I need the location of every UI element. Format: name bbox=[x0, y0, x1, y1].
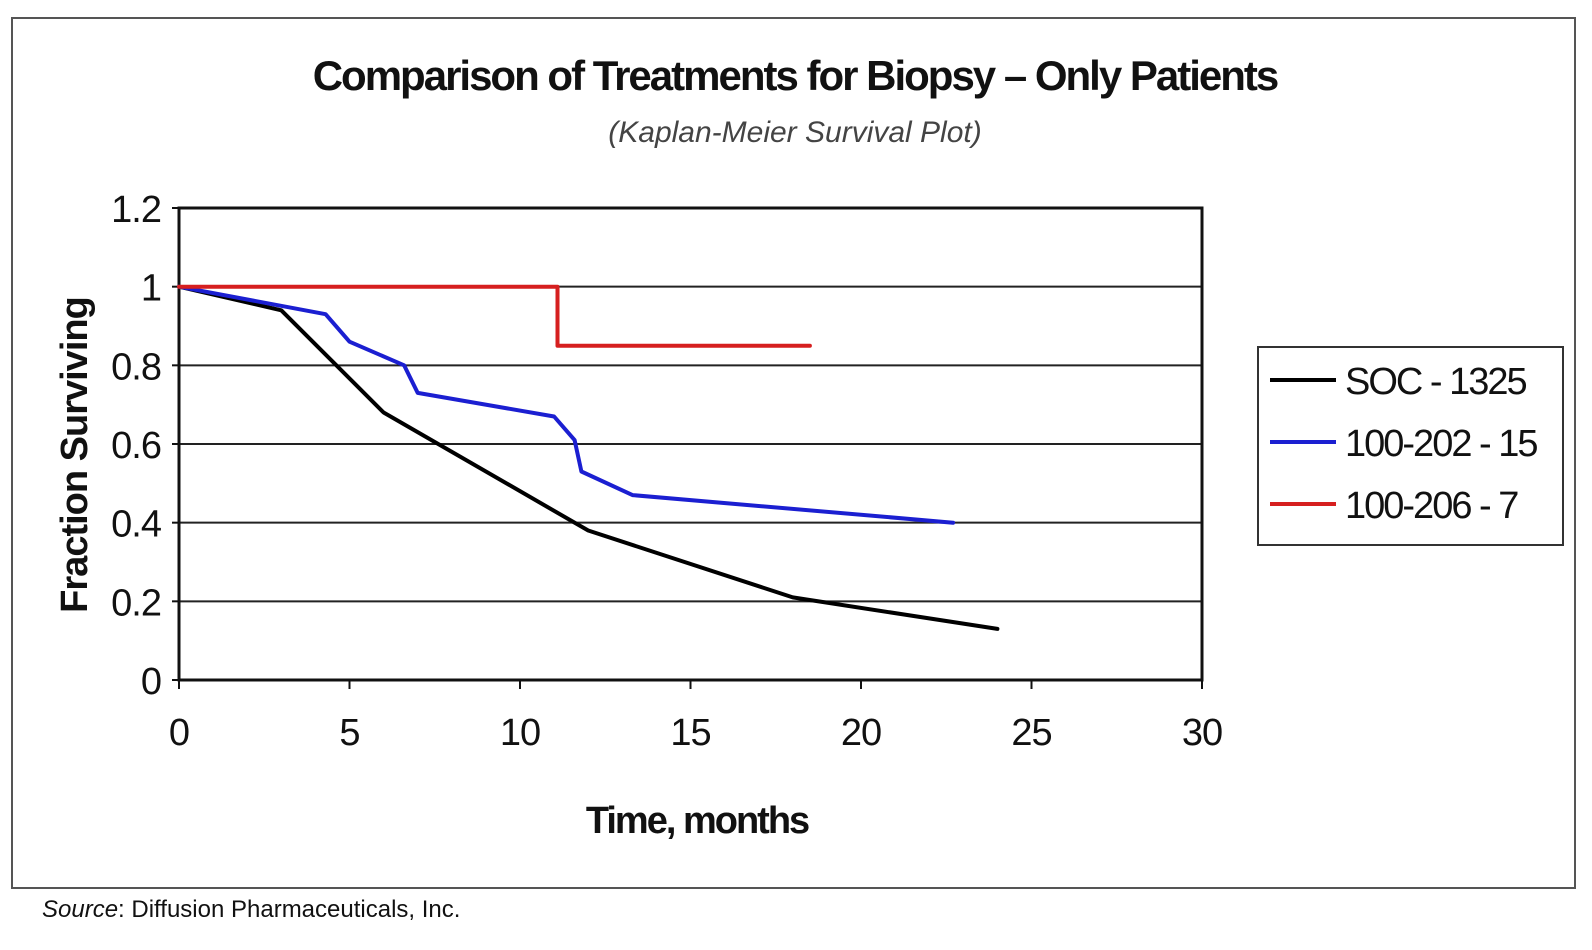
y-tick-label: 1 bbox=[141, 268, 161, 310]
axis-ticks: 0 0.2 0.4 0.6 0.8 1 1.2 0 5 10 15 20 25 30 bbox=[111, 189, 1223, 754]
gridlines bbox=[179, 207, 1202, 681]
x-tick-label: 0 bbox=[169, 712, 189, 754]
legend-label: 100-206 - 7 bbox=[1345, 485, 1518, 527]
x-tick-label: 15 bbox=[670, 712, 710, 754]
chart-title: Comparison of Treatments for Biopsy – On… bbox=[313, 52, 1278, 99]
legend-label: 100-202 - 15 bbox=[1345, 423, 1537, 465]
x-tick-label: 25 bbox=[1011, 712, 1051, 754]
y-tick-label: 1.2 bbox=[111, 189, 161, 231]
x-tick-label: 10 bbox=[500, 712, 540, 754]
x-axis-label: Time, months bbox=[586, 800, 809, 842]
y-tick-label: 0.4 bbox=[111, 504, 162, 546]
legend-items: SOC - 1325 100-202 - 15 100-206 - 7 bbox=[1270, 361, 1539, 527]
y-tick-label: 0.2 bbox=[111, 582, 161, 624]
x-tick-label: 5 bbox=[339, 712, 359, 754]
y-tick-label: 0 bbox=[141, 661, 161, 703]
source-text: : Diffusion Pharmaceuticals, Inc. bbox=[118, 896, 461, 923]
series-line-2 bbox=[177, 284, 956, 525]
source-label: Source bbox=[42, 896, 119, 923]
y-axis-label: Fraction Surviving bbox=[54, 297, 96, 613]
series-line-1 bbox=[177, 284, 1000, 631]
series-lines bbox=[177, 284, 1000, 631]
series-line-3 bbox=[177, 284, 812, 348]
x-tick-label: 30 bbox=[1182, 712, 1222, 754]
y-tick-label: 0.8 bbox=[111, 346, 161, 388]
y-tick-label: 0.6 bbox=[111, 425, 161, 467]
legend-label: SOC - 1325 bbox=[1345, 361, 1527, 403]
x-tick-label: 20 bbox=[841, 712, 881, 754]
legend: SOC - 1325 100-202 - 15 100-206 - 7 bbox=[1257, 346, 1564, 546]
source-note: Source: Diffusion Pharmaceuticals, Inc. bbox=[42, 896, 460, 924]
chart-subtitle: (Kaplan-Meier Survival Plot) bbox=[608, 116, 981, 149]
